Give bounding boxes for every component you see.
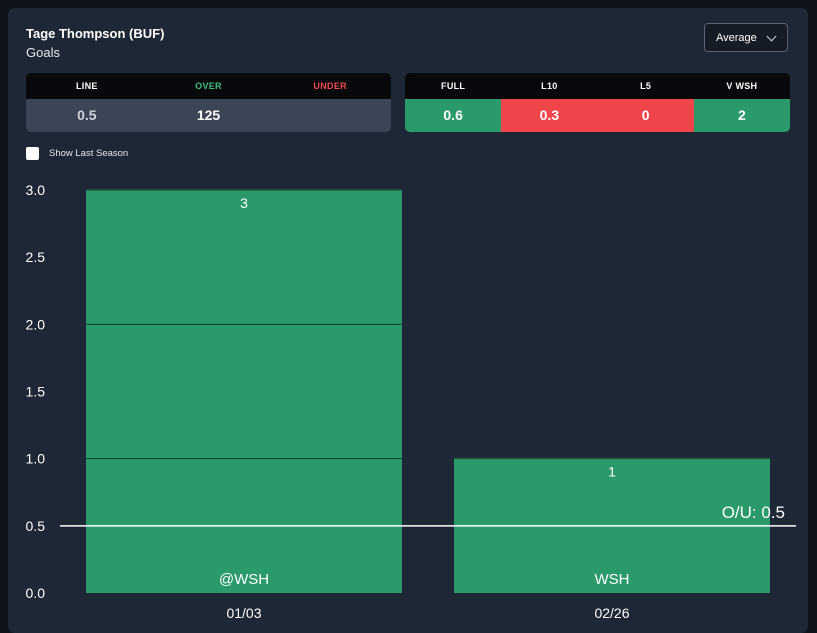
ou-line-label: O/U: 0.5 bbox=[722, 503, 785, 522]
y-tick-label: 1.5 bbox=[26, 384, 46, 400]
over-header: OVER bbox=[195, 81, 222, 91]
x-tick-label: 01/03 bbox=[226, 605, 261, 621]
y-tick-label: 3.0 bbox=[26, 182, 46, 198]
over-value: 125 bbox=[196, 107, 221, 123]
prop-card: Tage Thompson (BUF) Goals Average LINE O… bbox=[8, 8, 808, 633]
full-header: FULL bbox=[441, 81, 466, 91]
l10-header: L10 bbox=[541, 81, 558, 91]
l5-value: 0 bbox=[597, 99, 694, 132]
bar-value-label: 1 bbox=[608, 464, 616, 480]
bar-value-label: 3 bbox=[240, 195, 248, 211]
l10-value: 0.3 bbox=[501, 99, 598, 132]
y-tick-label: 1.0 bbox=[26, 451, 46, 467]
bar-chart: 0.0 0.5 1.0 1.5 2.0 2.5 3.0 3 @WSH 01/03 1 WSH 02/26… bbox=[26, 182, 796, 621]
x-tick-label: 02/26 bbox=[594, 605, 629, 621]
stat-type: Goals bbox=[26, 45, 60, 60]
y-tick-label: 0.5 bbox=[26, 518, 46, 534]
l5-header: L5 bbox=[640, 81, 652, 91]
line-header: LINE bbox=[75, 81, 98, 91]
line-value: 0.5 bbox=[77, 107, 97, 123]
player-name: Tage Thompson (BUF) bbox=[26, 26, 165, 41]
under-header: UNDER bbox=[313, 81, 347, 91]
aggregation-select[interactable]: Average bbox=[704, 23, 788, 52]
show-last-season-label: Show Last Season bbox=[49, 148, 129, 159]
bar bbox=[86, 190, 402, 593]
y-tick-label: 0.0 bbox=[26, 585, 46, 601]
aggregation-select-value: Average bbox=[716, 31, 757, 44]
bar-opponent-label: WSH bbox=[595, 571, 630, 588]
show-last-season-toggle[interactable]: Show Last Season bbox=[26, 147, 128, 160]
line-table: LINE OVER UNDER 0.5 125 bbox=[26, 73, 391, 132]
full-value: 0.6 bbox=[405, 99, 502, 132]
vs-opponent-header: V WSH bbox=[726, 81, 758, 91]
vs-opponent-value: 2 bbox=[693, 99, 790, 132]
show-last-season-checkbox[interactable] bbox=[26, 147, 39, 160]
split-table: FULL L10 L5 V WSH 0.6 0.3 0 2 bbox=[405, 73, 790, 132]
y-tick-label: 2.0 bbox=[26, 316, 46, 332]
y-tick-label: 2.5 bbox=[26, 249, 46, 265]
bar-opponent-label: @WSH bbox=[219, 571, 269, 588]
